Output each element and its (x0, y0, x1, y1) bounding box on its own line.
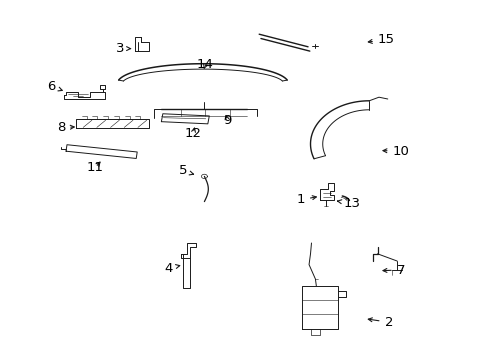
Text: 1: 1 (296, 193, 316, 206)
Text: 9: 9 (223, 114, 231, 127)
Text: 8: 8 (57, 121, 74, 134)
Text: 12: 12 (184, 127, 201, 140)
Text: 14: 14 (197, 58, 213, 71)
Text: 11: 11 (87, 161, 103, 174)
Text: 13: 13 (337, 197, 360, 210)
Text: 4: 4 (164, 262, 180, 275)
Text: 10: 10 (382, 145, 408, 158)
Text: 15: 15 (367, 33, 394, 46)
Text: 5: 5 (179, 165, 193, 177)
Text: 6: 6 (47, 80, 62, 93)
Text: 2: 2 (367, 316, 392, 329)
Text: 3: 3 (115, 42, 130, 55)
Text: 7: 7 (382, 264, 405, 276)
